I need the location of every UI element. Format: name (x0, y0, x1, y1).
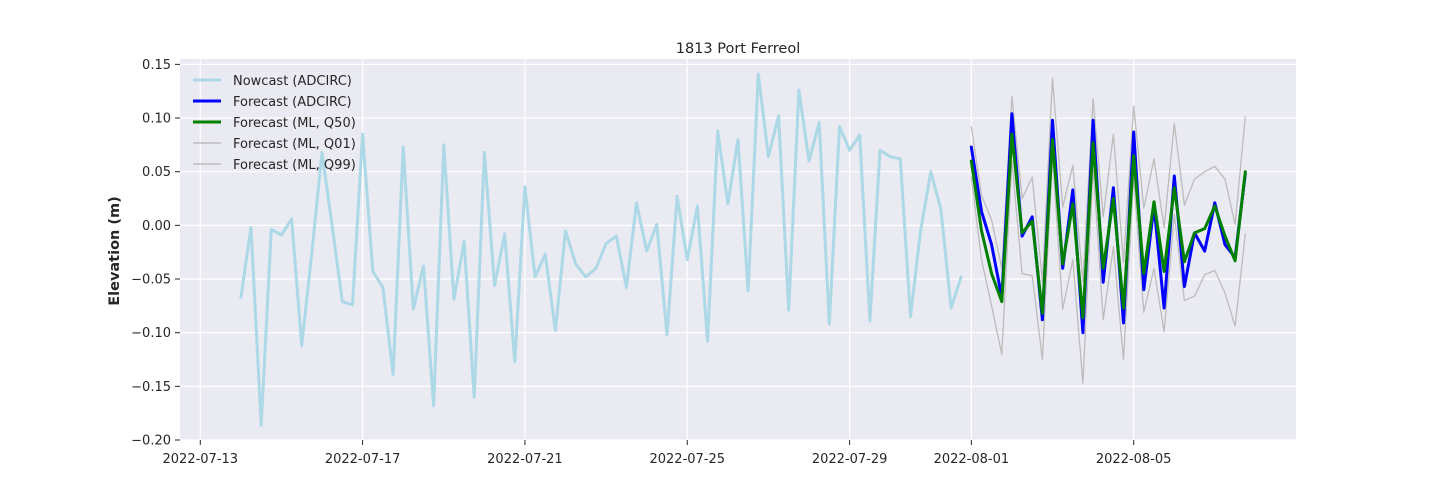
x-tick-label: 2022-07-25 (649, 452, 725, 467)
x-axis-ticks: 2022-07-13 2022-07-17 2022-07-21 2022-07-25… (163, 440, 1172, 467)
legend-label-forecast-q50: Forecast (ML, Q50) (233, 116, 356, 131)
series-line-forecast-ml-q01 (970, 154, 1246, 384)
x-tick-label: 2022-07-21 (487, 452, 563, 467)
y-tick-label: 0.15 (142, 58, 171, 73)
series-line-forecast-ml-q99 (970, 77, 1246, 282)
y-tick-label: −0.10 (131, 326, 171, 341)
series-layer (239, 72, 1247, 427)
legend-label-forecast-q99: Forecast (ML, Q99) (233, 158, 356, 173)
x-tick-label: 2022-07-17 (325, 452, 401, 467)
y-tick-label: −0.05 (131, 273, 171, 288)
plot-background (180, 59, 1296, 440)
y-tick-label: 0.00 (142, 219, 171, 234)
series-line-nowcast-adcirc (239, 72, 963, 427)
x-tick-label: 2022-07-13 (163, 452, 239, 467)
legend-label-forecast-q01: Forecast (ML, Q01) (233, 137, 356, 152)
y-tick-label: 0.10 (142, 112, 171, 127)
y-axis-label: Elevation (m) (107, 196, 123, 306)
y-tick-label: 0.05 (142, 165, 171, 180)
y-tick-label: −0.15 (131, 380, 171, 395)
y-tick-label: −0.20 (131, 434, 171, 449)
legend-label-nowcast: Nowcast (ADCIRC) (233, 74, 352, 89)
y-axis-ticks: 0.15 0.10 0.05 0.00 −0.05 −0.10 −0.15 −0.20 (131, 58, 180, 449)
x-tick-label: 2022-08-05 (1096, 452, 1172, 467)
legend: Nowcast (ADCIRC) Forecast (ADCIRC) Forec… (193, 74, 356, 173)
chart-title: 1813 Port Ferreol (676, 41, 801, 57)
x-tick-label: 2022-07-29 (812, 452, 888, 467)
x-tick-label: 2022-08-01 (934, 452, 1010, 467)
legend-label-forecast-adcirc: Forecast (ADCIRC) (233, 95, 352, 110)
series-line-forecast-ml-q50 (969, 132, 1247, 320)
